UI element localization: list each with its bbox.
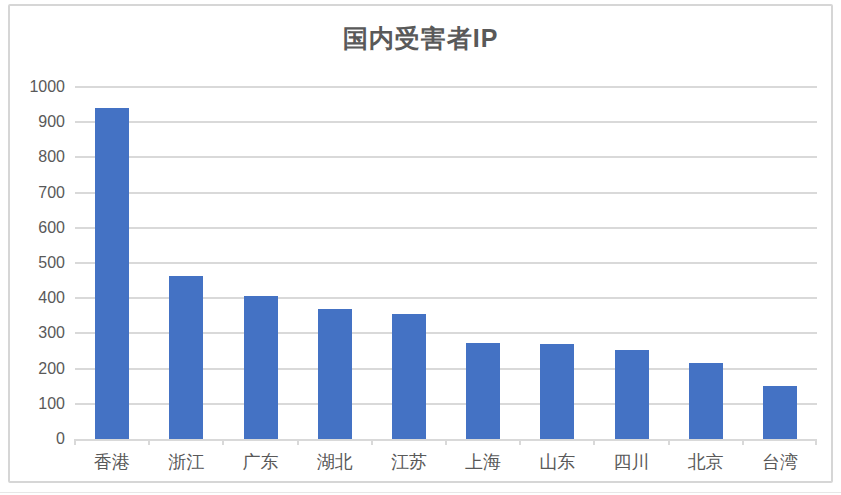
gridline xyxy=(75,156,817,158)
bar xyxy=(392,314,426,439)
bar xyxy=(466,343,500,439)
y-tick-label: 400 xyxy=(10,289,65,307)
y-tick-label: 900 xyxy=(10,113,65,131)
page-edge-line xyxy=(0,492,841,493)
y-tick-label: 800 xyxy=(10,148,65,166)
x-tick-label: 江苏 xyxy=(372,450,446,474)
gridline xyxy=(75,192,817,194)
y-tick-label: 1000 xyxy=(10,78,65,96)
y-tick-label: 600 xyxy=(10,219,65,237)
y-tick-label: 0 xyxy=(10,430,65,448)
x-tick-label: 四川 xyxy=(594,450,668,474)
bar xyxy=(763,386,797,439)
axis-tick xyxy=(74,439,76,445)
x-axis-labels: 香港浙江广东湖北江苏上海山东四川北京台湾 xyxy=(75,439,817,479)
axis-tick xyxy=(742,439,744,445)
bar xyxy=(615,350,649,439)
x-tick-label: 上海 xyxy=(446,450,520,474)
x-tick-label: 山东 xyxy=(520,450,594,474)
axis-tick xyxy=(297,439,299,445)
axis-tick xyxy=(519,439,521,445)
y-tick-label: 100 xyxy=(10,395,65,413)
chart-frame: 国内受害者IP 0 100 200 300 400 500 600 700 800 900 1000… xyxy=(8,4,833,483)
y-tick-label: 700 xyxy=(10,184,65,202)
bar xyxy=(169,276,203,439)
chart-title: 国内受害者IP xyxy=(10,22,831,55)
axis-tick xyxy=(222,439,224,445)
axis-tick xyxy=(593,439,595,445)
y-tick-label: 500 xyxy=(10,254,65,272)
chart-image: 国内受害者IP 0 100 200 300 400 500 600 700 800 900 1000… xyxy=(0,0,841,495)
x-tick-label: 广东 xyxy=(223,450,297,474)
bar xyxy=(95,108,129,439)
bar xyxy=(318,309,352,439)
gridline xyxy=(75,262,817,264)
gridline xyxy=(75,86,817,88)
gridline xyxy=(75,227,817,229)
x-tick-label: 北京 xyxy=(669,450,743,474)
axis-tick xyxy=(148,439,150,445)
axis-tick xyxy=(668,439,670,445)
x-tick-label: 浙江 xyxy=(149,450,223,474)
y-tick-label: 200 xyxy=(10,360,65,378)
bar xyxy=(540,344,574,439)
x-tick-label: 台湾 xyxy=(743,450,817,474)
axis-tick xyxy=(815,439,817,445)
x-tick-label: 湖北 xyxy=(298,450,372,474)
bar xyxy=(244,296,278,439)
axis-tick xyxy=(445,439,447,445)
x-tick-label: 香港 xyxy=(75,450,149,474)
y-tick-label: 300 xyxy=(10,324,65,342)
bar xyxy=(689,363,723,439)
gridline xyxy=(75,121,817,123)
y-axis-labels: 01002003004005006007008009001000 xyxy=(10,87,65,439)
axis-tick xyxy=(371,439,373,445)
plot-area xyxy=(75,87,817,441)
